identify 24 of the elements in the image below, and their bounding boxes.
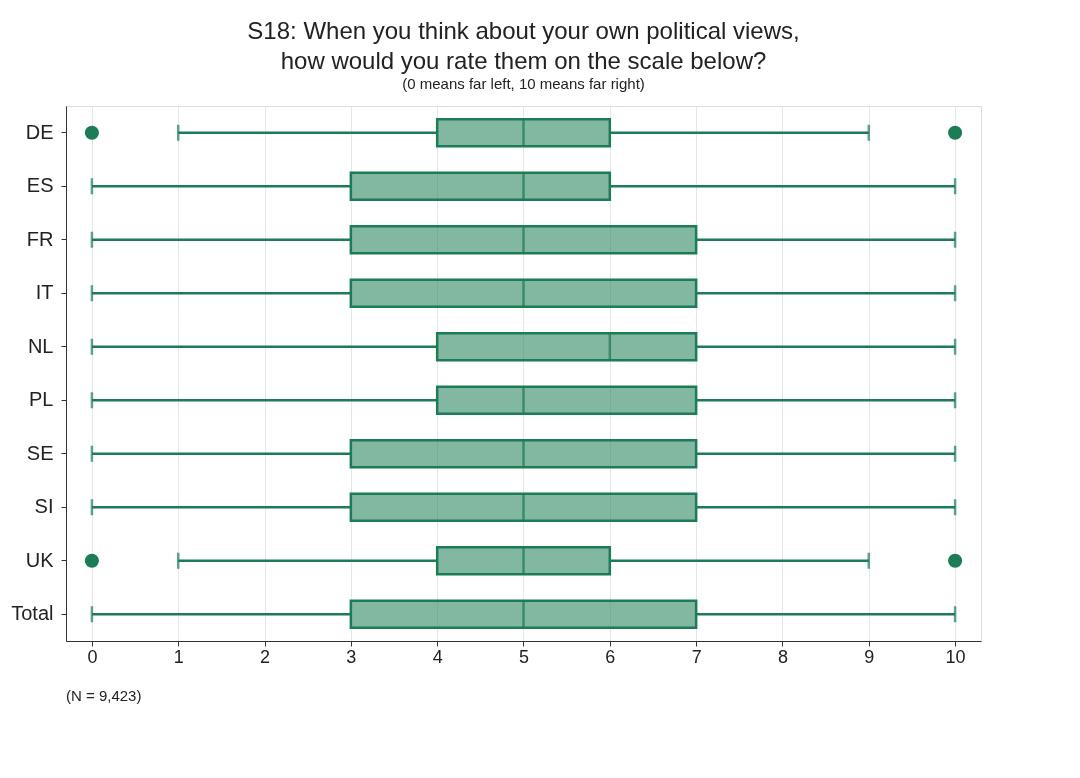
y-tick-label: NL <box>27 334 54 357</box>
chart-title: S18: When you think about your own political views, how would you rate them on the scale below? <box>247 17 800 74</box>
y-tick-label: IT <box>35 281 54 304</box>
x-tick-label: 3 <box>346 646 357 667</box>
y-tick-label: SI <box>34 495 54 518</box>
y-tick-label: FR <box>26 227 54 250</box>
x-tick-label: 10 <box>945 646 966 667</box>
x-tick-label: 1 <box>173 646 184 667</box>
x-tick-label: 0 <box>87 646 98 667</box>
chart-subtitle: (0 means far left, 10 means far right) <box>402 75 645 92</box>
y-tick-label: UK <box>25 548 55 571</box>
y-tick-label: DE <box>25 120 54 143</box>
x-tick-label: 7 <box>691 646 702 667</box>
x-tick-label: 8 <box>777 646 788 667</box>
x-tick-label: 6 <box>605 646 616 667</box>
y-tick-label: ES <box>26 174 54 197</box>
x-tick-label: 5 <box>518 646 530 667</box>
text: (N = 9,423) <box>66 687 142 704</box>
x-tick-label: 2 <box>260 646 271 667</box>
x-tick-label: 9 <box>864 646 875 667</box>
y-tick-label: PL <box>29 388 54 411</box>
y-tick-label: Total <box>11 602 54 625</box>
y-tick-label: SE <box>26 441 54 464</box>
x-tick-label: 4 <box>432 646 443 667</box>
